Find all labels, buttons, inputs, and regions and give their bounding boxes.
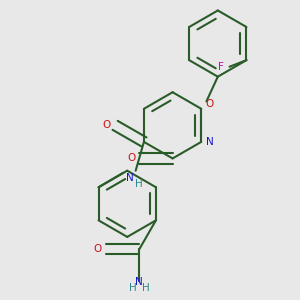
Text: N: N — [136, 277, 143, 286]
Text: F: F — [218, 62, 224, 72]
Text: N: N — [126, 173, 133, 183]
Text: H: H — [129, 283, 137, 293]
Text: H: H — [142, 283, 149, 293]
Text: O: O — [206, 99, 214, 110]
Text: O: O — [103, 120, 111, 130]
Text: H: H — [135, 179, 142, 189]
Text: N: N — [206, 137, 213, 147]
Text: O: O — [94, 244, 102, 254]
Text: O: O — [127, 153, 135, 164]
